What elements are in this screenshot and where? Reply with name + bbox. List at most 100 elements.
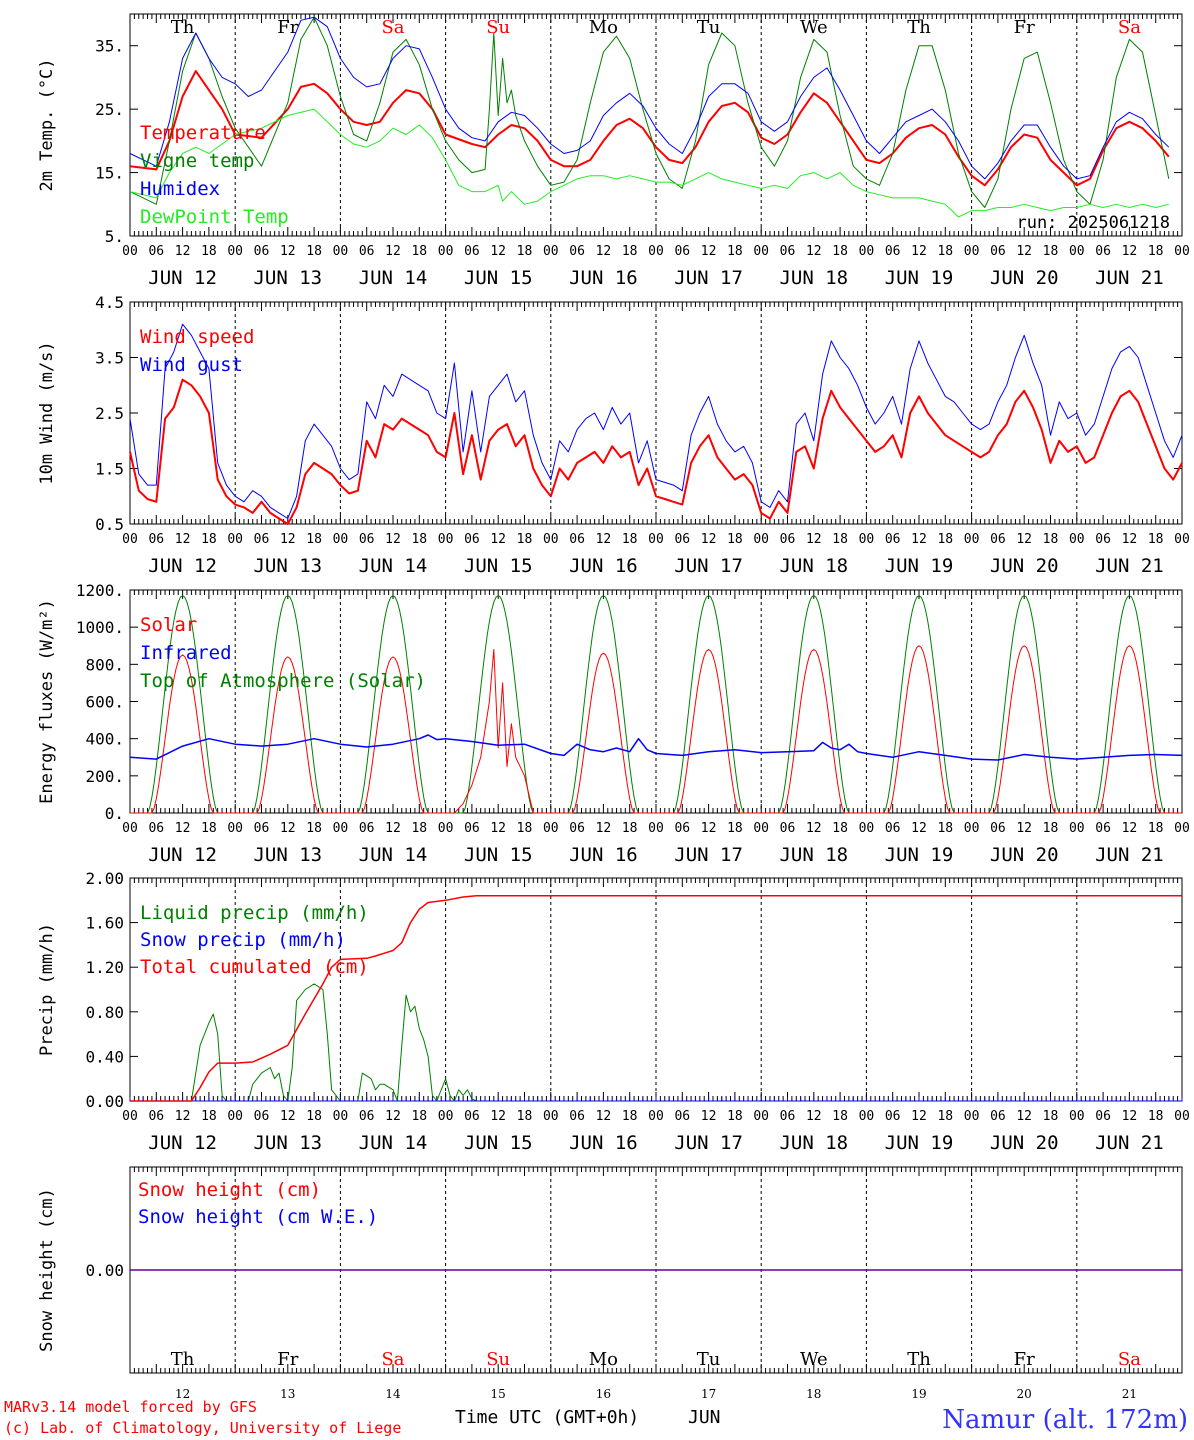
hour-label: 06 (464, 821, 480, 836)
hour-label: 06 (464, 244, 480, 259)
hour-label: 18 (622, 532, 638, 547)
day-number: 15 (491, 1387, 506, 1401)
hour-label: 18 (306, 821, 322, 836)
hour-label: 06 (780, 1109, 796, 1124)
hour-label: 12 (1122, 1109, 1138, 1124)
hour-label: 12 (596, 821, 612, 836)
y-tick-label: 0.00 (85, 1092, 124, 1111)
hour-label: 06 (885, 532, 901, 547)
day-name: Mo (589, 1349, 618, 1370)
hour-label: 00 (964, 532, 980, 547)
day-name: Sa (1118, 17, 1141, 38)
hour-label: 00 (333, 244, 349, 259)
hour-label: 18 (727, 244, 743, 259)
series-solar (130, 645, 1182, 814)
hour-label: 06 (1095, 532, 1111, 547)
hour-label: 06 (674, 244, 690, 259)
hour-label: 12 (701, 821, 717, 836)
day-number: 14 (385, 1387, 401, 1401)
day-number: 21 (1122, 1387, 1137, 1401)
hour-label: 18 (937, 1109, 953, 1124)
date-label: JUN 21 (1095, 844, 1164, 866)
hour-label: 12 (385, 244, 401, 259)
day-name: Th (171, 1349, 195, 1370)
credit-line-2: (c) Lab. of Climatology, University of L… (4, 1419, 401, 1437)
hour-label: 06 (1095, 821, 1111, 836)
day-name: Th (907, 17, 931, 38)
y-tick-label: 200. (85, 767, 124, 786)
hour-label: 00 (227, 1109, 243, 1124)
hour-label: 00 (753, 1109, 769, 1124)
day-number: 17 (701, 1387, 716, 1401)
hour-label: 12 (806, 532, 822, 547)
day-name: We (800, 1349, 828, 1370)
hour-label: 18 (201, 1109, 217, 1124)
hour-label: 18 (306, 244, 322, 259)
date-label: JUN 19 (885, 1132, 954, 1154)
hour-label: 12 (911, 821, 927, 836)
hour-label: 00 (964, 244, 980, 259)
date-label: JUN 18 (779, 844, 848, 866)
hour-label: 12 (490, 532, 506, 547)
hour-label: 12 (280, 244, 296, 259)
hour-label: 18 (832, 244, 848, 259)
hour-label: 12 (1016, 1109, 1032, 1124)
hour-label: 12 (280, 1109, 296, 1124)
y-axis-label: 10m Wind (m/s) (37, 341, 57, 484)
hour-label: 18 (937, 244, 953, 259)
hour-label: 06 (359, 244, 375, 259)
series-humidex (129, 16, 1170, 180)
hour-label: 18 (201, 821, 217, 836)
date-label: JUN 20 (990, 267, 1059, 289)
hour-label: 00 (438, 244, 454, 259)
y-axis-label: Snow height (cm) (37, 1188, 57, 1352)
y-tick-label: 1.60 (85, 914, 124, 933)
series-liquid-precip-mm-h- (130, 983, 1182, 1102)
hour-label: 06 (569, 532, 585, 547)
hour-label: 12 (701, 244, 717, 259)
hour-label: 18 (411, 821, 427, 836)
run-label: run: 2025061218 (1016, 213, 1170, 233)
hour-label: 12 (175, 1109, 191, 1124)
hour-label: 06 (254, 821, 270, 836)
hour-label: 12 (596, 532, 612, 547)
date-label: JUN 19 (885, 844, 954, 866)
day-number: 13 (280, 1387, 295, 1401)
hour-label: 00 (543, 532, 559, 547)
hour-label: 12 (701, 532, 717, 547)
hour-label: 06 (359, 532, 375, 547)
date-label: JUN 13 (253, 267, 322, 289)
hour-label: 00 (964, 821, 980, 836)
hour-label: 18 (622, 1109, 638, 1124)
y-tick-label: 0.00 (85, 1261, 124, 1280)
hour-label: 06 (990, 1109, 1006, 1124)
hour-label: 12 (385, 1109, 401, 1124)
day-number: 16 (596, 1387, 611, 1401)
hour-label: 12 (1016, 821, 1032, 836)
date-label: JUN 12 (148, 1132, 217, 1154)
y-tick-label: 0.5 (95, 515, 124, 534)
day-name: Tu (697, 17, 721, 38)
hour-label: 18 (411, 1109, 427, 1124)
hour-label: 06 (464, 532, 480, 547)
legend-entry: Infrared (140, 642, 232, 664)
plot-frame (129, 589, 1183, 814)
hour-label: 06 (990, 821, 1006, 836)
hour-label: 18 (937, 821, 953, 836)
panel-1: 5. 15. 25. 35. 2m Temp. (°C) Temperature Vigne… (37, 13, 1190, 289)
hour-label: 18 (1043, 821, 1059, 836)
hour-label: 06 (569, 821, 585, 836)
hour-label: 00 (1069, 532, 1085, 547)
y-tick-label: 2.00 (85, 869, 124, 888)
day-number: 20 (1017, 1387, 1032, 1401)
series-temperature (129, 70, 1170, 187)
hour-label: 18 (517, 1109, 533, 1124)
hour-label: 12 (806, 244, 822, 259)
hour-label: 00 (859, 1109, 875, 1124)
hour-label: 06 (254, 532, 270, 547)
hour-label: 18 (201, 532, 217, 547)
legend-entry: Vigne temp (140, 150, 254, 172)
hour-label: 00 (438, 821, 454, 836)
date-label: JUN 14 (359, 844, 428, 866)
